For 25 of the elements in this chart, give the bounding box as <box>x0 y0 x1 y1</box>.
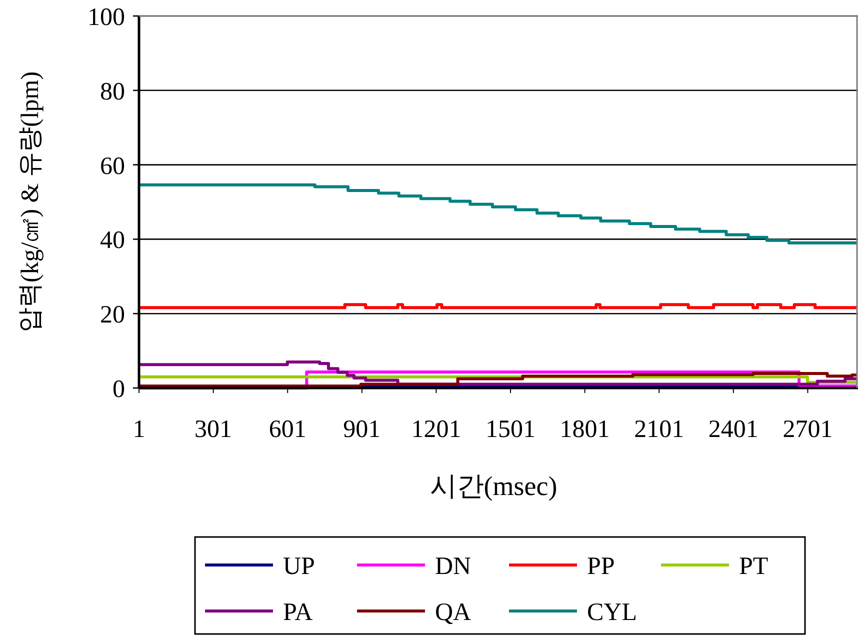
x-tick-label: 1 <box>132 416 146 443</box>
legend-label: PP <box>587 553 615 580</box>
x-tick-label: 901 <box>343 416 381 443</box>
x-tick-label: 1801 <box>560 416 610 443</box>
legend-label: CYL <box>587 599 637 626</box>
legend-label: DN <box>435 553 472 580</box>
y-tick-label: 100 <box>88 4 125 31</box>
y-tick-label: 80 <box>100 78 125 106</box>
legend-label: PT <box>739 553 768 580</box>
legend-label: PA <box>283 599 313 626</box>
legend-label: QA <box>435 599 472 626</box>
y-axis-title: 압력(kg/㎠) & 유량(lpm) <box>17 71 44 333</box>
legend-label: UP <box>283 553 315 580</box>
x-axis-title: 시간(msec) <box>430 471 558 501</box>
x-tick-label: 2701 <box>782 416 833 443</box>
x-tick-label: 1501 <box>486 416 536 443</box>
x-tick-label: 301 <box>194 416 232 443</box>
y-tick-label: 60 <box>100 152 125 180</box>
y-tick-label: 40 <box>100 227 125 254</box>
x-tick-label: 2401 <box>708 416 758 443</box>
y-tick-label: 0 <box>112 376 125 403</box>
x-tick-label: 601 <box>268 416 306 443</box>
x-tick-label: 2101 <box>634 416 684 443</box>
x-tick-label: 1201 <box>411 416 462 443</box>
y-tick-label: 20 <box>100 302 125 329</box>
